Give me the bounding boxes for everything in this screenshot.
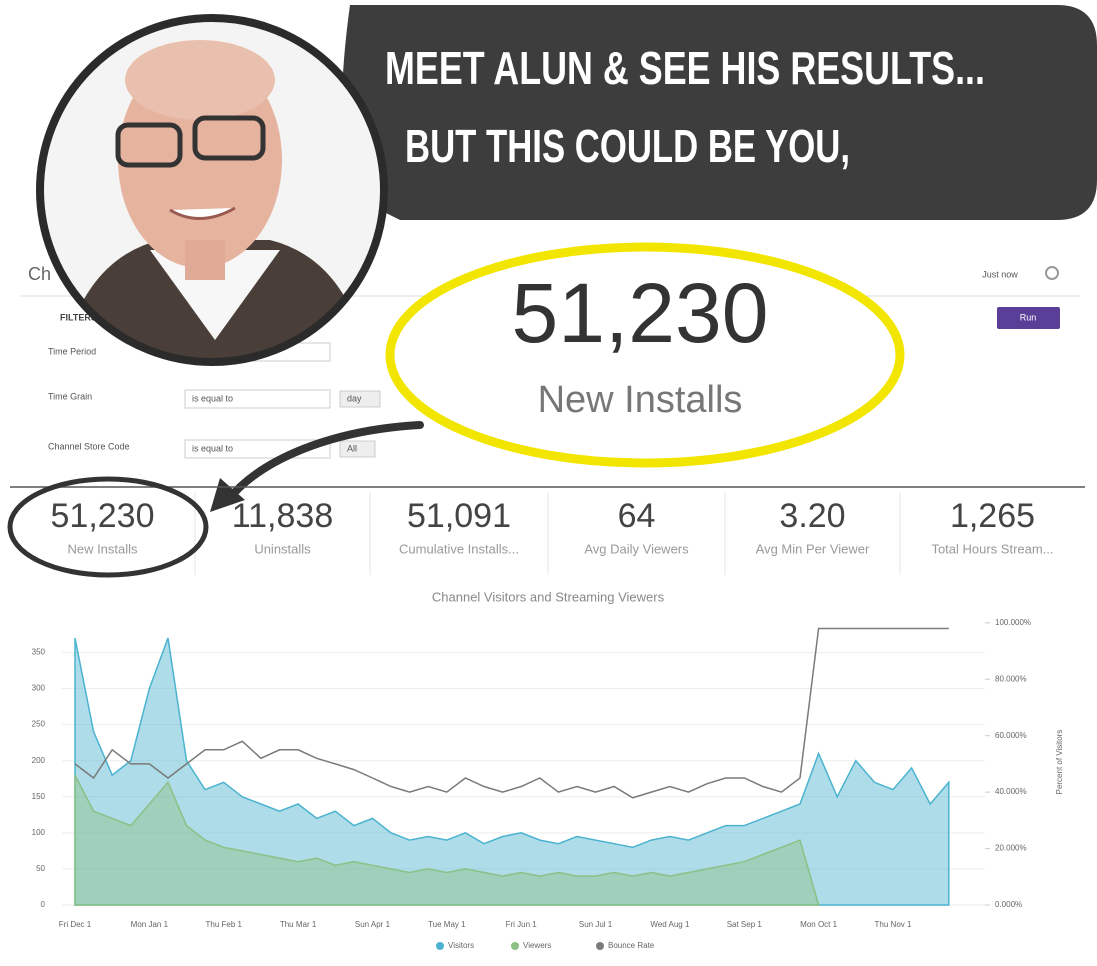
chip-label[interactable]: day [347, 393, 362, 403]
x-tick-label: Thu Mar 1 [280, 920, 317, 929]
kpi-value: 51,091 [407, 497, 511, 535]
y-tick-label: 0 [41, 900, 46, 909]
legend-marker [596, 942, 604, 950]
chart-title: Channel Visitors and Streaming Viewers [432, 589, 665, 604]
x-tick-label: Tue May 1 [428, 920, 466, 929]
highlight-value: 51,230 [512, 266, 769, 360]
headline: BUT THIS COULD BE YOU, [405, 120, 850, 172]
x-tick-label: Fri Jun 1 [506, 920, 538, 929]
y2-tick-label: 60.000% [995, 731, 1027, 740]
legend-marker [436, 942, 444, 950]
operator[interactable]: is equal to [192, 443, 233, 453]
legend-label: Visitors [448, 941, 474, 950]
x-tick-label: Sun Jul 1 [579, 920, 613, 929]
kpi-value: 1,265 [950, 497, 1035, 535]
x-tick-label: Mon Jan 1 [131, 920, 169, 929]
kpi-value: 51,230 [51, 497, 155, 535]
x-tick-label: Wed Aug 1 [650, 920, 690, 929]
operator[interactable]: is equal to [192, 393, 233, 403]
kpi-value: 11,838 [232, 497, 333, 535]
status: Just now [982, 269, 1018, 279]
y2-tick-label: 20.000% [995, 844, 1027, 853]
y-tick-label: 250 [32, 720, 46, 729]
highlight-label: New Installs [538, 379, 743, 421]
legend-label: Bounce Rate [608, 941, 655, 950]
y-tick-label: 300 [32, 684, 46, 693]
y-tick-label: 350 [32, 648, 46, 657]
y2-tick-label: 40.000% [995, 787, 1027, 796]
filter-label: Time Period [48, 346, 96, 356]
filter-label: Channel Store Code [48, 441, 130, 451]
kpi-label: Uninstalls [254, 541, 311, 556]
kpi-value: 64 [618, 497, 656, 535]
chip-label[interactable]: All [347, 443, 357, 453]
screenshot: Ch Just now FILTERS Run Time Period Time… [0, 0, 1097, 966]
kpi-value: 3.20 [779, 497, 845, 535]
filter-label: Time Grain [48, 391, 92, 401]
kpi-label: Cumulative Installs... [399, 541, 519, 556]
y-tick-label: 200 [32, 756, 46, 765]
dashboard-title: Ch [28, 264, 51, 284]
y2-tick-label: 100.000% [995, 618, 1031, 627]
legend-marker [511, 942, 519, 950]
kpi-label: Avg Daily Viewers [584, 541, 689, 556]
speech-bubble [342, 5, 1097, 220]
kpi-label: Total Hours Stream... [931, 541, 1053, 556]
x-tick-label: Fri Dec 1 [59, 920, 92, 929]
y-tick-label: 50 [36, 864, 45, 873]
x-tick-label: Mon Oct 1 [800, 920, 837, 929]
y-tick-label: 100 [32, 828, 46, 837]
y-tick-label: 150 [32, 792, 46, 801]
legend-label: Viewers [523, 941, 551, 950]
run-label[interactable]: Run [1020, 312, 1037, 322]
page: {"banner": {"headline": ["MEET ALUN & SE… [0, 0, 1097, 966]
x-tick-label: Thu Nov 1 [875, 920, 912, 929]
x-tick-label: Sun Apr 1 [355, 920, 391, 929]
y2-tick-label: 80.000% [995, 674, 1027, 683]
y2-tick-label: 0.000% [995, 900, 1022, 909]
headline: MEET ALUN & SEE HIS RESULTS... [385, 42, 985, 94]
x-tick-label: Thu Feb 1 [205, 920, 242, 929]
x-tick-label: Sat Sep 1 [727, 920, 763, 929]
kpi-label: New Installs [67, 541, 138, 556]
y2-axis-label: Percent of Visitors [1055, 730, 1064, 795]
chip[interactable] [340, 441, 375, 457]
kpi-label: Avg Min Per Viewer [756, 541, 870, 556]
